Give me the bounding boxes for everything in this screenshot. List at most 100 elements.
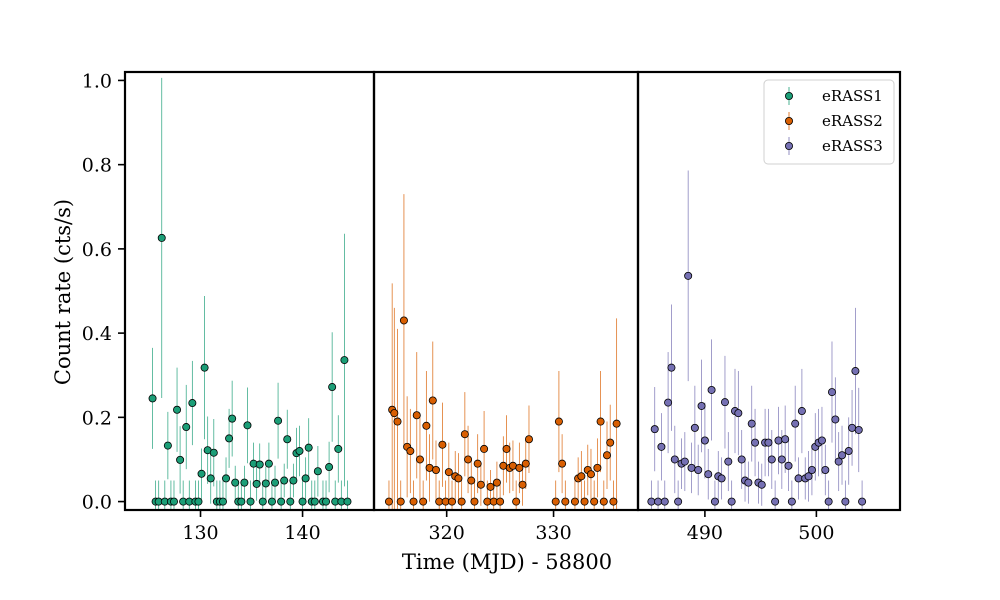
legend-box [763, 79, 895, 165]
data-point [258, 497, 267, 506]
data-point [280, 476, 289, 485]
data-point [188, 399, 197, 408]
data-point [492, 478, 501, 487]
data-point [797, 407, 806, 416]
data-point [841, 497, 850, 506]
data-point [295, 447, 304, 456]
data-point [206, 474, 215, 483]
data-point [412, 411, 421, 420]
data-point [684, 271, 693, 280]
data-point [720, 398, 729, 407]
data-point [470, 497, 479, 506]
data-point [854, 425, 863, 434]
data-point [322, 497, 331, 506]
data-point [343, 497, 352, 506]
data-point [277, 497, 286, 506]
data-point [246, 497, 255, 506]
data-point [690, 423, 699, 432]
data-point [261, 479, 270, 488]
data-point [225, 434, 234, 443]
data-point [817, 436, 826, 445]
data-point [821, 465, 830, 474]
data-point [577, 472, 586, 481]
data-point [473, 459, 482, 468]
data-point [757, 480, 766, 489]
data-point [228, 414, 237, 423]
legend-marker [785, 117, 794, 126]
data-point [554, 417, 563, 426]
data-point [804, 472, 813, 481]
legend-label: eRASS3 [822, 137, 883, 155]
data-point [744, 478, 753, 487]
data-point [670, 455, 679, 464]
data-point [464, 455, 473, 464]
data-point [558, 459, 567, 468]
data-point [255, 460, 264, 469]
data-point [858, 497, 867, 506]
data-point [657, 442, 666, 451]
data-point [603, 451, 612, 460]
data-point [163, 441, 172, 450]
data-point [777, 455, 786, 464]
data-point [283, 435, 292, 444]
legend-label: eRASS2 [822, 112, 883, 130]
data-point [399, 316, 408, 325]
data-point [304, 443, 313, 452]
data-point [561, 497, 570, 506]
data-point [289, 476, 298, 485]
data-point [824, 497, 833, 506]
data-point [717, 474, 726, 483]
panel-2: 320 330 [372, 70, 640, 544]
data-point [660, 497, 669, 506]
data-point [264, 459, 273, 468]
data-point [467, 476, 476, 485]
data-point [737, 455, 746, 464]
data-point [231, 478, 240, 487]
x-tick-label: 330 [535, 522, 571, 544]
panel-frame [636, 70, 902, 512]
data-point [182, 423, 191, 432]
data-point [599, 497, 608, 506]
x-tick-label: 500 [798, 522, 834, 544]
legend-marker [785, 92, 794, 101]
data-point [460, 430, 469, 439]
legend-label: eRASS1 [822, 87, 883, 105]
panel-frame [372, 70, 640, 512]
data-point [807, 465, 816, 474]
data-point [169, 497, 178, 506]
data-point [157, 233, 166, 242]
data-point [518, 480, 527, 489]
data-point [674, 497, 683, 506]
data-point [650, 425, 659, 434]
data-point [431, 465, 440, 474]
series-0 [148, 77, 352, 510]
y-axis-label: Count rate (cts/s) [51, 199, 75, 385]
data-point [334, 444, 343, 453]
data-point [476, 480, 485, 489]
data-point [286, 497, 295, 506]
data-point [301, 474, 310, 483]
data-point [271, 478, 280, 487]
data-point [243, 421, 252, 430]
data-point [781, 435, 790, 444]
y-tick-label: 0.0 [82, 492, 112, 514]
data-point [444, 468, 453, 477]
data-point [727, 497, 736, 506]
data-point [774, 436, 783, 445]
data-point [325, 463, 334, 472]
data-point [422, 421, 431, 430]
data-point [409, 497, 418, 506]
data-point [313, 467, 322, 476]
data-point [310, 497, 319, 506]
data-point [419, 497, 428, 506]
data-point [654, 497, 663, 506]
data-point [844, 447, 853, 456]
data-point [664, 398, 673, 407]
data-point [524, 435, 533, 444]
data-point [694, 465, 703, 474]
data-point [851, 367, 860, 376]
x-axis-label: Time (MJD) - 58800 [402, 550, 612, 574]
data-point [680, 457, 689, 466]
x-tick-label: 130 [182, 522, 218, 544]
data-point [667, 363, 676, 372]
